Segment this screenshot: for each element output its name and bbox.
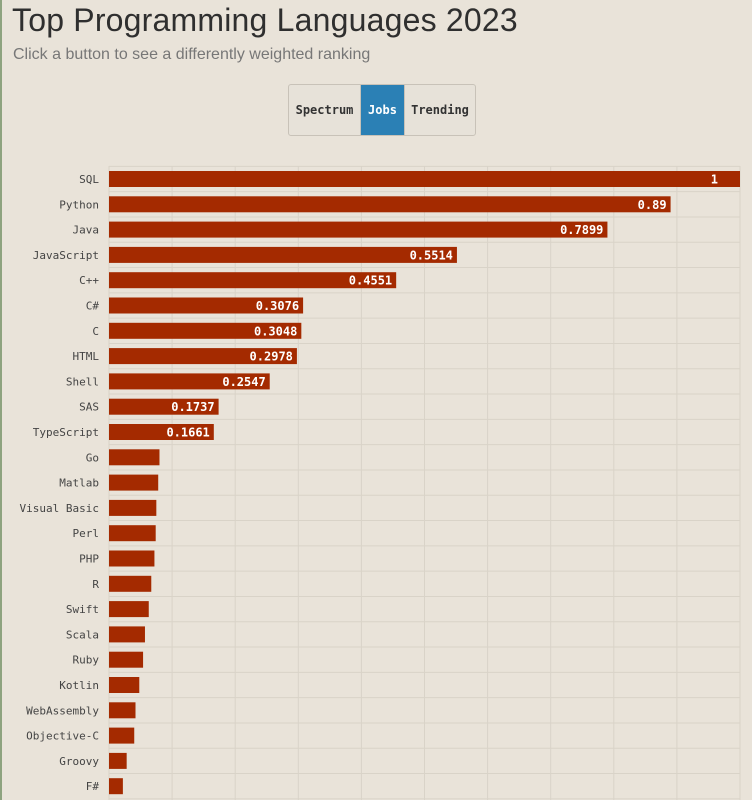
category-label: TypeScript: [33, 426, 99, 439]
trending-button[interactable]: Trending: [404, 85, 475, 135]
category-label: Objective-C: [26, 730, 99, 743]
bar[interactable]: [109, 727, 135, 744]
category-label: Go: [86, 451, 99, 464]
category-label: Swift: [66, 603, 99, 616]
category-label: Java: [73, 224, 100, 237]
spectrum-button[interactable]: Spectrum: [289, 85, 361, 135]
category-label: Ruby: [73, 654, 100, 667]
category-label: Python: [59, 198, 99, 211]
bar[interactable]: [109, 196, 671, 213]
category-label: SQL: [79, 173, 99, 186]
category-label: C++: [79, 274, 99, 287]
bar[interactable]: [109, 525, 156, 542]
category-label: Matlab: [59, 477, 99, 490]
ranking-button-group: Spectrum Jobs Trending: [288, 84, 476, 136]
value-label: 0.5514: [410, 248, 453, 262]
bar[interactable]: [109, 297, 304, 314]
bar[interactable]: [109, 272, 397, 289]
jobs-button[interactable]: Jobs: [361, 85, 404, 135]
bar[interactable]: [109, 322, 302, 339]
value-label: 1: [711, 173, 718, 187]
bar[interactable]: [109, 246, 457, 263]
bar[interactable]: [109, 626, 145, 643]
category-label: SAS: [79, 401, 99, 414]
category-label: Groovy: [59, 755, 99, 768]
bar[interactable]: [109, 702, 136, 719]
category-label: Kotlin: [59, 679, 99, 692]
value-label: 0.7899: [560, 223, 603, 237]
category-label: R: [92, 578, 99, 591]
bar[interactable]: [109, 449, 160, 466]
value-label: 0.3048: [254, 324, 297, 338]
value-label: 0.1737: [171, 400, 214, 414]
value-label: 0.1661: [166, 426, 209, 440]
category-label: C#: [86, 300, 100, 313]
bar[interactable]: [109, 348, 297, 365]
bar[interactable]: [109, 778, 123, 795]
bar[interactable]: [109, 221, 608, 238]
bar[interactable]: [109, 373, 270, 390]
category-label: Scala: [66, 628, 99, 641]
category-label: WebAssembly: [26, 704, 99, 717]
bar[interactable]: [109, 499, 157, 516]
category-label: Visual Basic: [20, 502, 99, 515]
category-label: Shell: [66, 375, 99, 388]
category-label: HTML: [73, 350, 100, 363]
bar[interactable]: [109, 171, 740, 187]
category-label: PHP: [79, 553, 99, 566]
category-label: Perl: [73, 527, 100, 540]
bar[interactable]: [109, 601, 149, 618]
bar[interactable]: [109, 474, 159, 491]
page-subtitle: Click a button to see a differently weig…: [13, 46, 371, 63]
category-label: JavaScript: [33, 249, 99, 262]
bar[interactable]: [109, 550, 155, 567]
value-label: 0.3076: [256, 299, 299, 313]
bar[interactable]: [109, 575, 152, 592]
left-border: [0, 0, 2, 800]
value-label: 0.2978: [250, 350, 293, 364]
bar[interactable]: [109, 677, 140, 693]
page-title: Top Programming Languages 2023: [12, 2, 518, 38]
bar[interactable]: [109, 752, 127, 769]
category-label: F#: [86, 780, 100, 793]
bar[interactable]: [109, 398, 219, 415]
value-label: 0.4551: [349, 274, 392, 288]
bar[interactable]: [109, 424, 214, 440]
bar[interactable]: [109, 651, 144, 668]
category-label: C: [92, 325, 99, 338]
value-label: 0.2547: [222, 375, 265, 389]
value-label: 0.89: [638, 198, 667, 212]
